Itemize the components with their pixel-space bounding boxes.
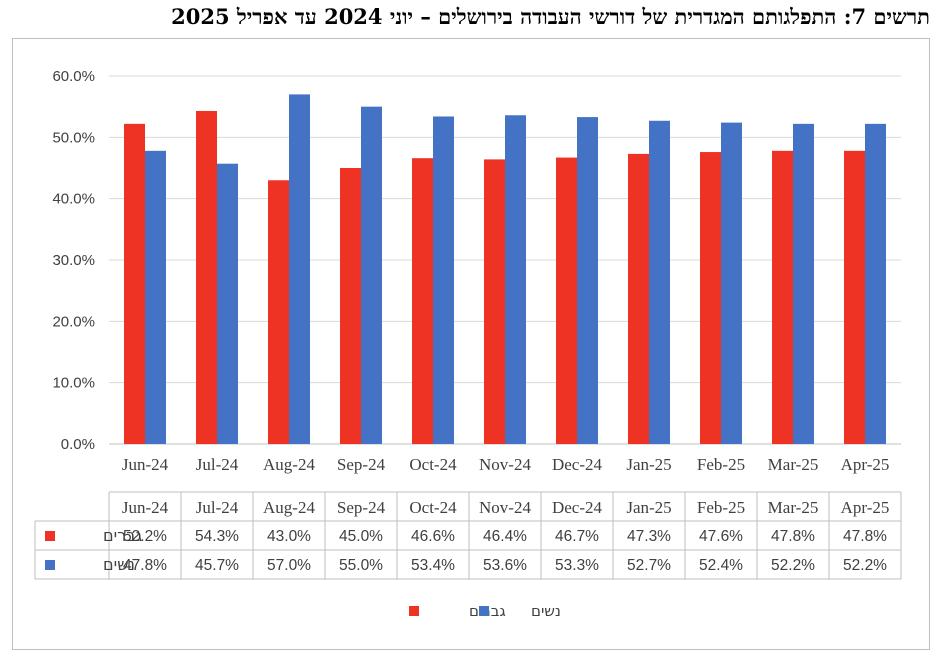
table-header-cell: Feb-25 [697, 498, 745, 517]
table-header-cell: Nov-24 [479, 498, 531, 517]
table-cell: 52.2% [123, 528, 167, 545]
table-cell: 47.3% [627, 528, 671, 545]
table-row-label-women: נשים [103, 555, 135, 574]
bar-women [361, 106, 382, 445]
x-tick-label: Sep-24 [337, 455, 386, 474]
table-row-label-men: גברים [103, 526, 142, 545]
x-tick-label: Oct-24 [409, 455, 457, 474]
bar-men [556, 157, 577, 444]
y-tick-label: 0.0% [61, 436, 95, 453]
table-cell: 53.3% [555, 557, 599, 574]
x-tick-label: Dec-24 [552, 455, 603, 474]
bar-women [793, 123, 814, 444]
table-cell: 52.2% [771, 557, 815, 574]
bar-men [628, 153, 649, 444]
x-tick-label: Feb-25 [697, 455, 745, 474]
table-header-cell: Apr-25 [841, 498, 890, 517]
bar-women [577, 117, 598, 445]
bar-women [433, 116, 454, 444]
table-header-cell: Oct-24 [409, 498, 457, 517]
table-header-cell: Jan-25 [626, 498, 671, 517]
bar-men [124, 123, 145, 444]
table-cell: 53.6% [483, 557, 527, 574]
legend-swatch-women [479, 606, 489, 616]
legend-swatch-men [409, 606, 419, 616]
chart-container: 0.0% 10.0% 20.0% 30.0% 40.0% 50.0% 60.0% Jun-24… [12, 38, 930, 650]
chart-title: תרשים 7: התפלגותם המגדרית של דורשי העבוד… [171, 4, 930, 29]
legend-label-women: נשים [531, 602, 561, 620]
y-tick-label: 60.0% [52, 68, 95, 85]
table-cell: 47.8% [843, 528, 887, 545]
table-cell: 52.7% [627, 557, 671, 574]
table-header-cell: Mar-25 [768, 498, 819, 517]
bar-men [340, 168, 361, 444]
y-tick-label: 40.0% [52, 191, 95, 208]
table-key-women [45, 560, 55, 570]
bar-men [844, 150, 865, 444]
table-cell: 54.3% [195, 528, 239, 545]
bar-men [772, 150, 793, 444]
table-header-cell: Jul-24 [196, 498, 239, 517]
y-tick-label: 50.0% [52, 129, 95, 146]
bar-women [649, 120, 670, 445]
y-tick-label: 20.0% [52, 313, 95, 330]
table-cell: 45.7% [195, 557, 239, 574]
table-cell: 53.4% [411, 557, 455, 574]
table-cell: 47.8% [123, 557, 167, 574]
bar-women [721, 122, 742, 444]
table-key-men [45, 531, 55, 541]
bar-women [217, 163, 238, 444]
bar-chart: 0.0% 10.0% 20.0% 30.0% 40.0% 50.0% 60.0% Jun-24… [34, 68, 902, 620]
bar-women [865, 123, 886, 444]
table-cell: 46.6% [411, 528, 455, 545]
table-header-cell: Sep-24 [337, 498, 386, 517]
table-cell: 55.0% [339, 557, 383, 574]
x-tick-label: Jun-24 [122, 455, 169, 474]
x-tick-label: Nov-24 [479, 455, 531, 474]
bar-men [268, 180, 289, 444]
bar-men [196, 110, 217, 445]
x-tick-label: Jul-24 [196, 455, 239, 474]
x-tick-label: Aug-24 [263, 455, 315, 474]
y-tick-label: 10.0% [52, 375, 95, 392]
table-cell: 43.0% [267, 528, 311, 545]
table-header-cell: Jun-24 [122, 498, 169, 517]
bar-women [289, 94, 310, 445]
bar-men [412, 158, 433, 444]
y-tick-label: 30.0% [52, 252, 95, 269]
x-tick-label: Apr-25 [841, 455, 890, 474]
table-cell: 57.0% [267, 557, 311, 574]
table-header-cell: Dec-24 [552, 498, 603, 517]
bar-men [484, 159, 505, 444]
table-cell: 47.8% [771, 528, 815, 545]
table-cell: 52.4% [699, 557, 743, 574]
table-header-cell: Aug-24 [263, 498, 315, 517]
x-tick-label: Jan-25 [626, 455, 671, 474]
table-cell: 45.0% [339, 528, 383, 545]
table-cell: 52.2% [843, 557, 887, 574]
bar-women [145, 150, 166, 444]
bar-women [505, 115, 526, 445]
x-tick-label: Mar-25 [768, 455, 819, 474]
table-cell: 46.4% [483, 528, 527, 545]
table-cell: 46.7% [555, 528, 599, 545]
table-cell: 47.6% [699, 528, 743, 545]
bar-men [700, 152, 721, 444]
